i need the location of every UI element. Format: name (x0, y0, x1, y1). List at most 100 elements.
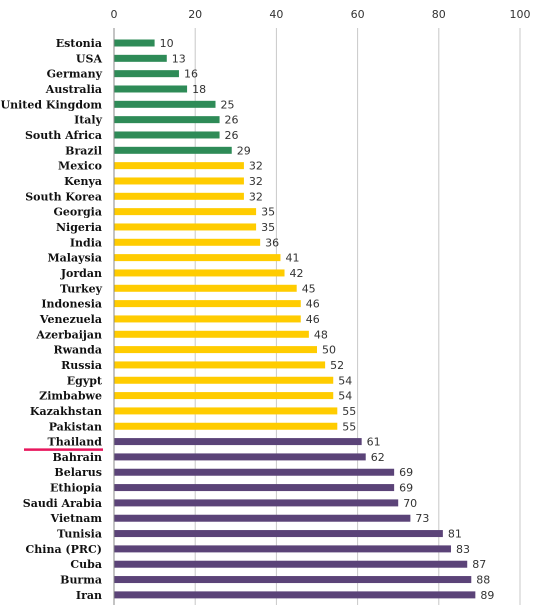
bar (114, 591, 476, 599)
value-label: 16 (184, 68, 198, 81)
value-label: 89 (480, 589, 494, 602)
value-label: 61 (367, 436, 381, 449)
category-label: Jordan (60, 267, 102, 280)
category-label: Burma (60, 574, 102, 587)
bar (114, 223, 257, 231)
bar (114, 392, 334, 400)
bar (114, 545, 451, 553)
category-label: Estonia (56, 37, 102, 50)
category-label: Malaysia (47, 252, 102, 265)
value-label: 48 (314, 328, 328, 341)
value-label: 87 (472, 558, 486, 571)
value-label: 54 (338, 374, 352, 387)
category-label: Iran (76, 589, 102, 602)
bar (114, 192, 244, 200)
bar (114, 330, 309, 338)
bar (114, 514, 411, 522)
category-label: China (PRC) (26, 543, 102, 556)
value-label: 13 (172, 52, 186, 65)
bar (114, 70, 179, 78)
value-label: 35 (261, 221, 275, 234)
value-label: 81 (448, 528, 462, 541)
bar (114, 269, 285, 277)
value-label: 83 (456, 543, 470, 556)
value-label: 62 (371, 451, 385, 464)
grid-lines (194, 28, 521, 605)
category-label: Turkey (60, 282, 103, 295)
bar (114, 560, 468, 568)
value-label: 32 (249, 160, 263, 173)
category-label: Kenya (64, 175, 102, 188)
value-label: 25 (221, 98, 235, 111)
category-label: Saudi Arabia (23, 497, 102, 510)
value-label: 46 (306, 298, 320, 311)
category-label: South Korea (25, 190, 102, 203)
category-label: Rwanda (53, 344, 102, 357)
category-label: South Africa (25, 129, 102, 142)
value-label: 45 (302, 282, 316, 295)
bar (114, 530, 443, 538)
category-label: Tunisia (57, 528, 102, 541)
bar (114, 238, 261, 246)
bars (114, 39, 476, 599)
value-label: 29 (237, 144, 251, 157)
category-label: Kazakhstan (30, 405, 102, 418)
category-label: Azerbaijan (35, 328, 102, 341)
bar (114, 361, 326, 369)
category-label: Russia (61, 359, 102, 372)
category-label: India (70, 236, 102, 249)
bar (114, 162, 244, 170)
value-label: 26 (225, 129, 239, 142)
x-tick-label: 40 (269, 8, 283, 21)
bar (114, 576, 472, 584)
bar (114, 453, 366, 461)
category-label: United Kingdom (1, 98, 103, 111)
bar (114, 346, 317, 354)
value-label: 52 (330, 359, 344, 372)
bar (114, 146, 232, 154)
value-label: 32 (249, 175, 263, 188)
value-label: 46 (306, 313, 320, 326)
category-label: Vietnam (50, 512, 103, 525)
category-label: Brazil (65, 144, 102, 157)
bar (114, 39, 155, 47)
value-label: 55 (342, 420, 356, 433)
category-label: Cuba (70, 558, 102, 571)
category-label: Mexico (58, 160, 102, 173)
value-label: 54 (338, 390, 352, 403)
category-label: USA (76, 52, 103, 65)
category-label: Nigeria (56, 221, 102, 234)
bar (114, 208, 257, 216)
bar (114, 422, 338, 430)
value-label: 26 (225, 114, 239, 127)
value-label: 18 (192, 83, 206, 96)
value-label: 69 (399, 482, 413, 495)
value-label: 55 (342, 405, 356, 418)
value-label: 88 (476, 574, 490, 587)
category-label: Egypt (67, 374, 103, 387)
bar (114, 499, 399, 507)
bar (114, 100, 216, 108)
value-label: 69 (399, 466, 413, 479)
bar (114, 407, 338, 415)
bar (114, 484, 395, 492)
bar (114, 54, 167, 62)
value-label: 70 (403, 497, 417, 510)
value-label: 42 (290, 267, 304, 280)
category-label: Ethiopia (50, 482, 102, 495)
category-label: Venezuela (39, 313, 102, 326)
value-label: 50 (322, 344, 336, 357)
category-label: Thailand (48, 436, 103, 449)
bar (114, 315, 301, 323)
category-label: Pakistan (49, 420, 102, 433)
category-label: Georgia (53, 206, 102, 219)
category-label: Australia (45, 83, 102, 96)
category-label: Belarus (54, 466, 102, 479)
bar (114, 85, 188, 93)
value-label: 32 (249, 190, 263, 203)
category-labels: Estonia USA Germany Australia United Kingdom… (1, 37, 103, 602)
x-tick-label: 0 (111, 8, 118, 21)
bar (114, 116, 220, 124)
value-label: 10 (160, 37, 174, 50)
